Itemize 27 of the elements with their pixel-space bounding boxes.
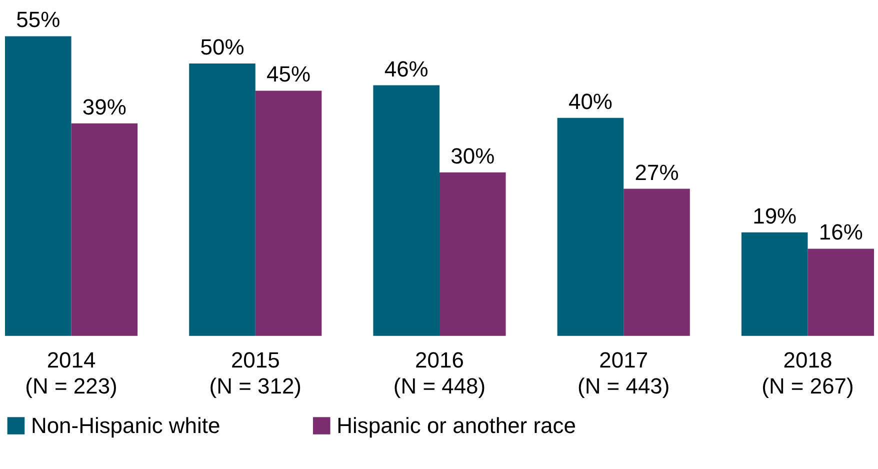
bar xyxy=(440,172,506,336)
data-label: 16% xyxy=(818,220,863,245)
bar xyxy=(255,90,322,336)
x-tick-label: 2014 (N = 223) xyxy=(25,347,118,398)
data-label: 55% xyxy=(16,7,60,32)
bar xyxy=(189,63,256,336)
legend-label: Non-Hispanic white xyxy=(30,412,220,438)
data-label: 50% xyxy=(200,34,244,60)
data-label: 27% xyxy=(634,160,679,185)
data-label: 40% xyxy=(568,88,612,114)
data-label: 30% xyxy=(450,143,495,168)
x-tick-label: 2015 (N = 312) xyxy=(209,347,302,398)
x-tick-label: 2018 (N = 267) xyxy=(762,347,854,398)
x-tick-label: 2016 (N = 448) xyxy=(393,347,486,398)
bar xyxy=(741,232,808,336)
data-label: 45% xyxy=(266,62,311,87)
bar xyxy=(624,188,690,336)
bar xyxy=(71,123,138,336)
bar xyxy=(808,248,874,336)
data-label: 19% xyxy=(752,203,797,228)
x-tick-label: 2017 (N = 443) xyxy=(578,347,670,398)
legend-label: Hispanic or another race xyxy=(336,412,576,438)
bar xyxy=(373,85,440,336)
data-label: 39% xyxy=(82,94,126,120)
bar xyxy=(4,36,72,336)
data-label: 46% xyxy=(384,56,428,82)
bar xyxy=(557,118,624,336)
